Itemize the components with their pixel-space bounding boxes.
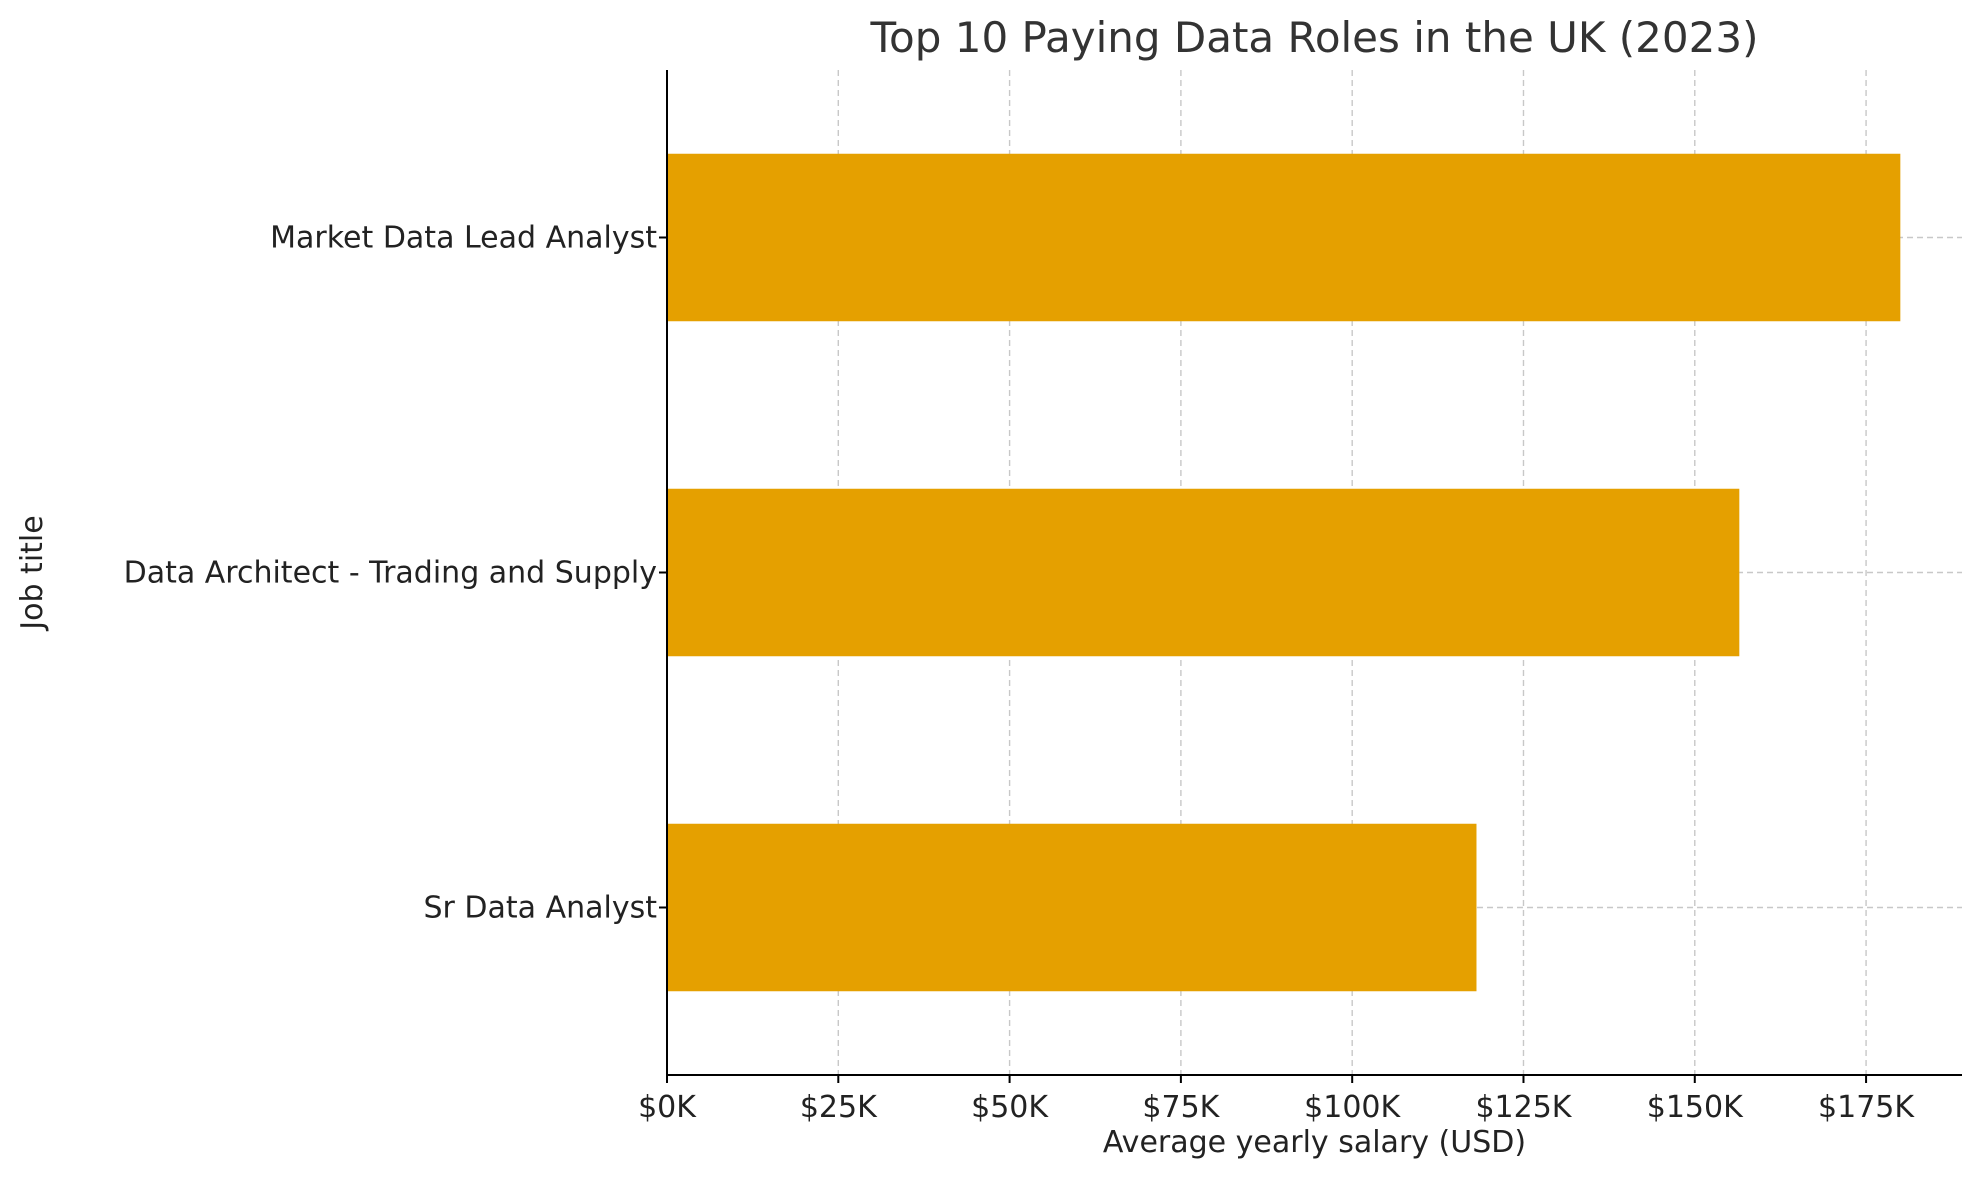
- y-tick-label: Sr Data Analyst: [424, 891, 658, 926]
- y-tick-label: Data Architect - Trading and Supply: [124, 556, 657, 591]
- x-tick-label: $125K: [1475, 1090, 1572, 1125]
- x-tick-label: $150K: [1647, 1090, 1744, 1125]
- bar: [667, 823, 1477, 992]
- y-axis-label: Job title: [15, 515, 50, 631]
- x-axis-label: Average yearly salary (USD): [1103, 1125, 1526, 1160]
- x-tick-label: $100K: [1304, 1090, 1401, 1125]
- bar: [667, 488, 1740, 657]
- x-tick-label: $75K: [1142, 1090, 1220, 1125]
- x-tick-label: $0K: [638, 1090, 697, 1125]
- x-tick-label: $175K: [1818, 1090, 1915, 1125]
- chart-title: Top 10 Paying Data Roles in the UK (2023…: [870, 13, 1759, 62]
- axes: $0K $25K $50K $75K $100K $125K $150K $175K Marke…: [124, 70, 1962, 1125]
- y-tick-label: Market Data Lead Analyst: [270, 221, 657, 256]
- bars: [667, 153, 1901, 992]
- x-tick-label: $25K: [800, 1090, 878, 1125]
- x-tick-label: $50K: [971, 1090, 1049, 1125]
- bar: [667, 153, 1901, 322]
